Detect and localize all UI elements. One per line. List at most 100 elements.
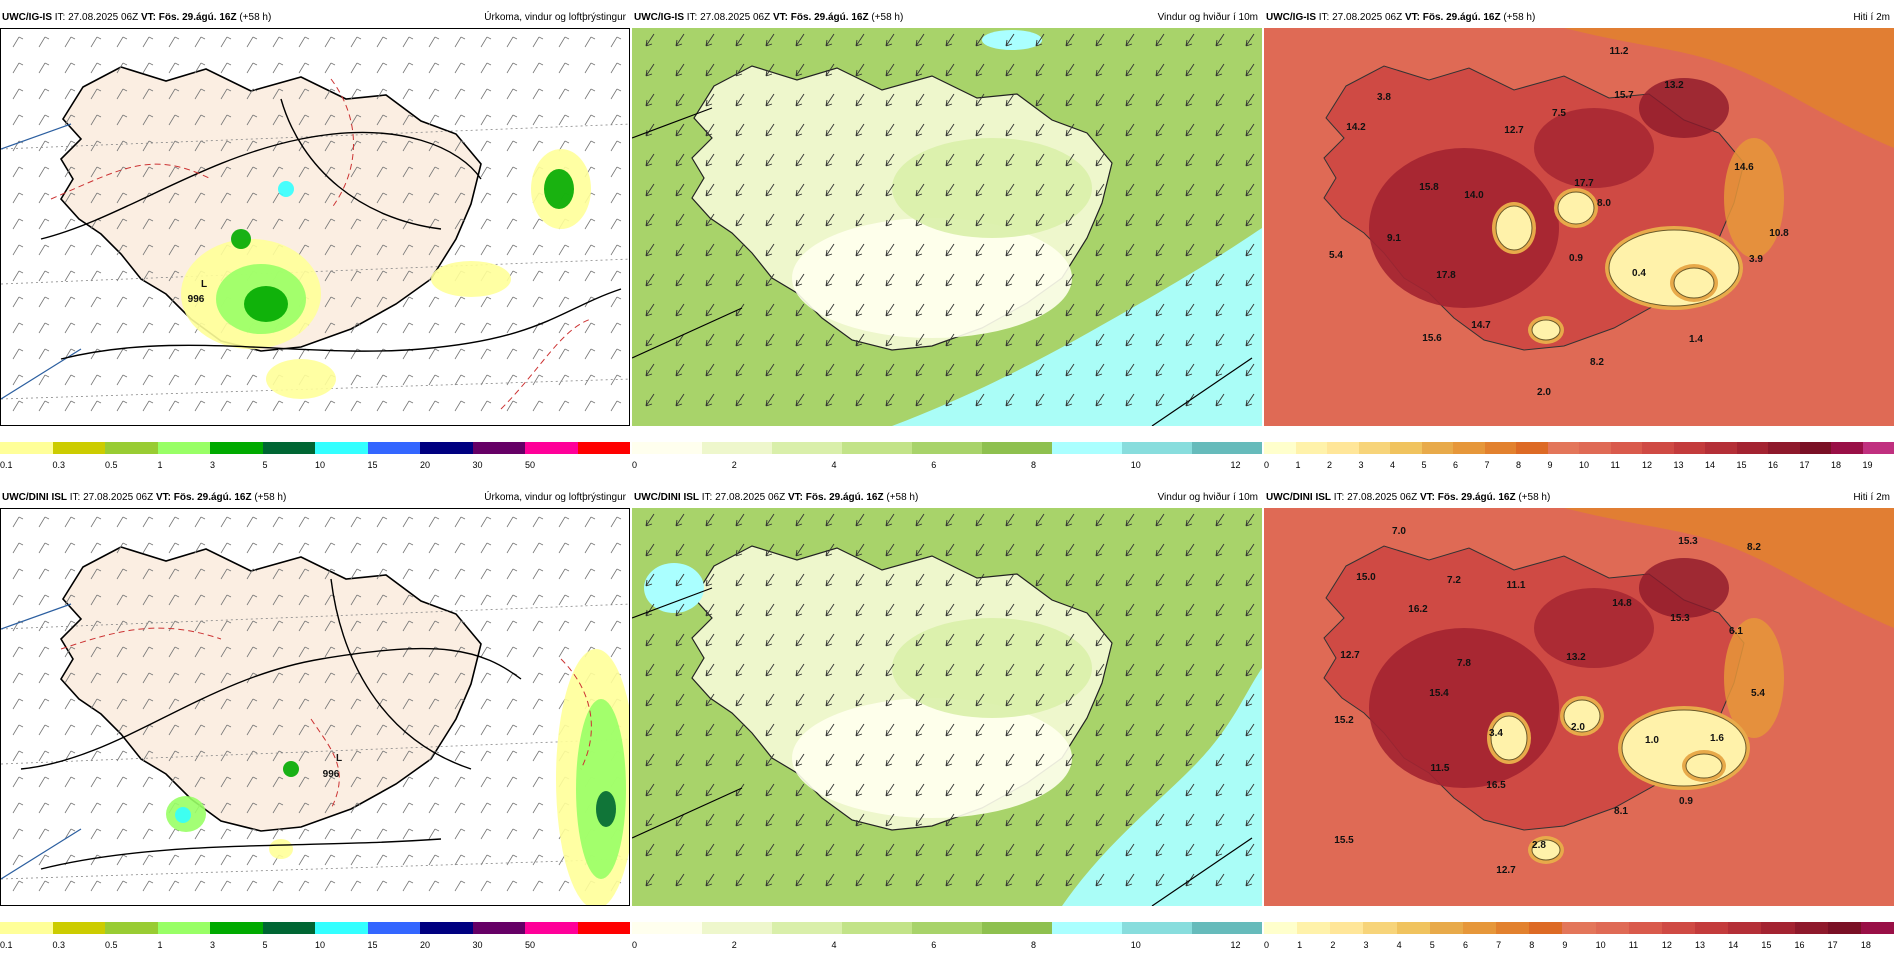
- wind-barb: [142, 672, 154, 684]
- wind-map[interactable]: [632, 508, 1262, 906]
- wind-arrow: [705, 183, 715, 197]
- wind-barb: [194, 854, 206, 866]
- wind-arrow: [1125, 63, 1135, 77]
- wind-arrow: [675, 213, 685, 227]
- wind-barb: [12, 400, 24, 412]
- wind-arrow: [1065, 633, 1075, 647]
- temperature-value: 16.5: [1486, 780, 1506, 791]
- wind-barb: [428, 828, 440, 840]
- wind-arrow: [1065, 603, 1075, 617]
- colorbar-tick-label: 9: [1562, 940, 1568, 950]
- wind-arrows: [645, 513, 1255, 887]
- wind-arrow: [1035, 873, 1045, 887]
- wind-barb: [142, 542, 154, 554]
- colorbar-swatch: [1831, 442, 1863, 454]
- wind-barb: [428, 296, 440, 308]
- wind-arrow: [1155, 693, 1165, 707]
- precip-map[interactable]: L 996: [0, 28, 630, 426]
- wind-arrow: [795, 663, 805, 677]
- wind-barb: [272, 594, 284, 606]
- wind-arrow: [885, 213, 895, 227]
- wind-barb: [584, 568, 596, 580]
- wind-arrow: [675, 153, 685, 167]
- wind-arrow: [885, 393, 895, 407]
- strong-wind-area: [892, 228, 1262, 426]
- temperature-value: 14.2: [1346, 122, 1366, 133]
- wind-arrow: [1155, 93, 1165, 107]
- wind-arrow: [645, 783, 655, 797]
- wind-arrow: [675, 723, 685, 737]
- wind-barb: [532, 828, 544, 840]
- wind-barb: [12, 568, 24, 580]
- wind-barb: [246, 400, 258, 412]
- temp-map[interactable]: 11.2 3.8 15.7 13.2 14.2 12.7 7.5 15.8 14.0 17.7 14…: [1264, 28, 1894, 426]
- colorbar-tick-label: 4: [831, 940, 837, 950]
- wind-barb: [116, 348, 128, 360]
- wind-arrow: [1095, 663, 1105, 677]
- wind-arrow: [1155, 33, 1165, 47]
- wind-arrow: [975, 33, 985, 47]
- wind-barb: [506, 568, 518, 580]
- wind-arrow: [645, 243, 655, 257]
- wind-barb: [532, 218, 544, 230]
- wind-arrow: [705, 303, 715, 317]
- wind-barb: [532, 724, 544, 736]
- colorbar-tick-label: 15: [1761, 940, 1772, 950]
- wind-barb: [532, 880, 544, 892]
- wind-arrow: [675, 603, 685, 617]
- panel-title: Úrkoma, vindur og loftþrýstingur: [484, 12, 626, 23]
- temp-map[interactable]: 7.0 15.3 8.2 15.0 7.2 11.1 14.8 16.2 15.3 6.1 12.7…: [1264, 508, 1894, 906]
- wind-barb: [558, 672, 570, 684]
- wind-barb: [116, 854, 128, 866]
- temperature-value: 3.4: [1489, 728, 1503, 739]
- colorbar-swatch: [1516, 442, 1548, 454]
- wind-arrow: [705, 243, 715, 257]
- wind-arrow: [975, 753, 985, 767]
- wind-barb: [324, 542, 336, 554]
- temperature-value: 15.3: [1678, 536, 1698, 547]
- wind-arrow: [735, 333, 745, 347]
- wind-arrow: [735, 873, 745, 887]
- colorbar-swatch: [1330, 922, 1364, 934]
- wind-barb: [90, 374, 102, 386]
- wind-arrow: [915, 543, 925, 557]
- wind-barb: [324, 322, 336, 334]
- wind-barb: [12, 828, 24, 840]
- wind-map[interactable]: [632, 28, 1262, 426]
- wind-arrow: [1065, 813, 1075, 827]
- colorbar-tick-label: 5: [1429, 940, 1435, 950]
- wind-barb: [168, 750, 180, 762]
- wind-barb: [12, 750, 24, 762]
- panel-title: Vindur og hviður í 10m: [1157, 492, 1258, 503]
- precip-map[interactable]: L 996: [0, 508, 630, 906]
- colorbar-swatch: [525, 442, 578, 454]
- wind-barb: [64, 322, 76, 334]
- colorbar-swatch: [1462, 922, 1497, 934]
- wind-barb: [12, 880, 24, 892]
- colorbar-tick-label: 0: [1264, 940, 1270, 950]
- colorbar-swatches: [0, 922, 630, 934]
- wind-barb: [402, 88, 414, 100]
- wind-barb: [428, 322, 440, 334]
- wind-barb: [38, 114, 50, 126]
- wind-arrow: [825, 333, 835, 347]
- wind-arrow: [1095, 543, 1105, 557]
- wind-barb: [402, 192, 414, 204]
- map-canvas: [632, 28, 1262, 426]
- wind-arrow: [1245, 183, 1255, 197]
- colorbar-swatch: [842, 922, 912, 934]
- wind-barb: [38, 776, 50, 788]
- wind-barb: [402, 270, 414, 282]
- wind-arrow: [1005, 243, 1015, 257]
- wind-barb: [298, 880, 310, 892]
- wind-barb: [168, 114, 180, 126]
- low-pressure-marker: L: [201, 279, 207, 290]
- wind-barb: [220, 568, 232, 580]
- colorbar-tick-label: 10: [1130, 940, 1141, 950]
- wind-barb: [428, 776, 440, 788]
- wind-arrow: [1185, 603, 1195, 617]
- wind-barb: [558, 542, 570, 554]
- wind-barb: [272, 776, 284, 788]
- wind-barb: [558, 88, 570, 100]
- wind-arrow: [1215, 723, 1225, 737]
